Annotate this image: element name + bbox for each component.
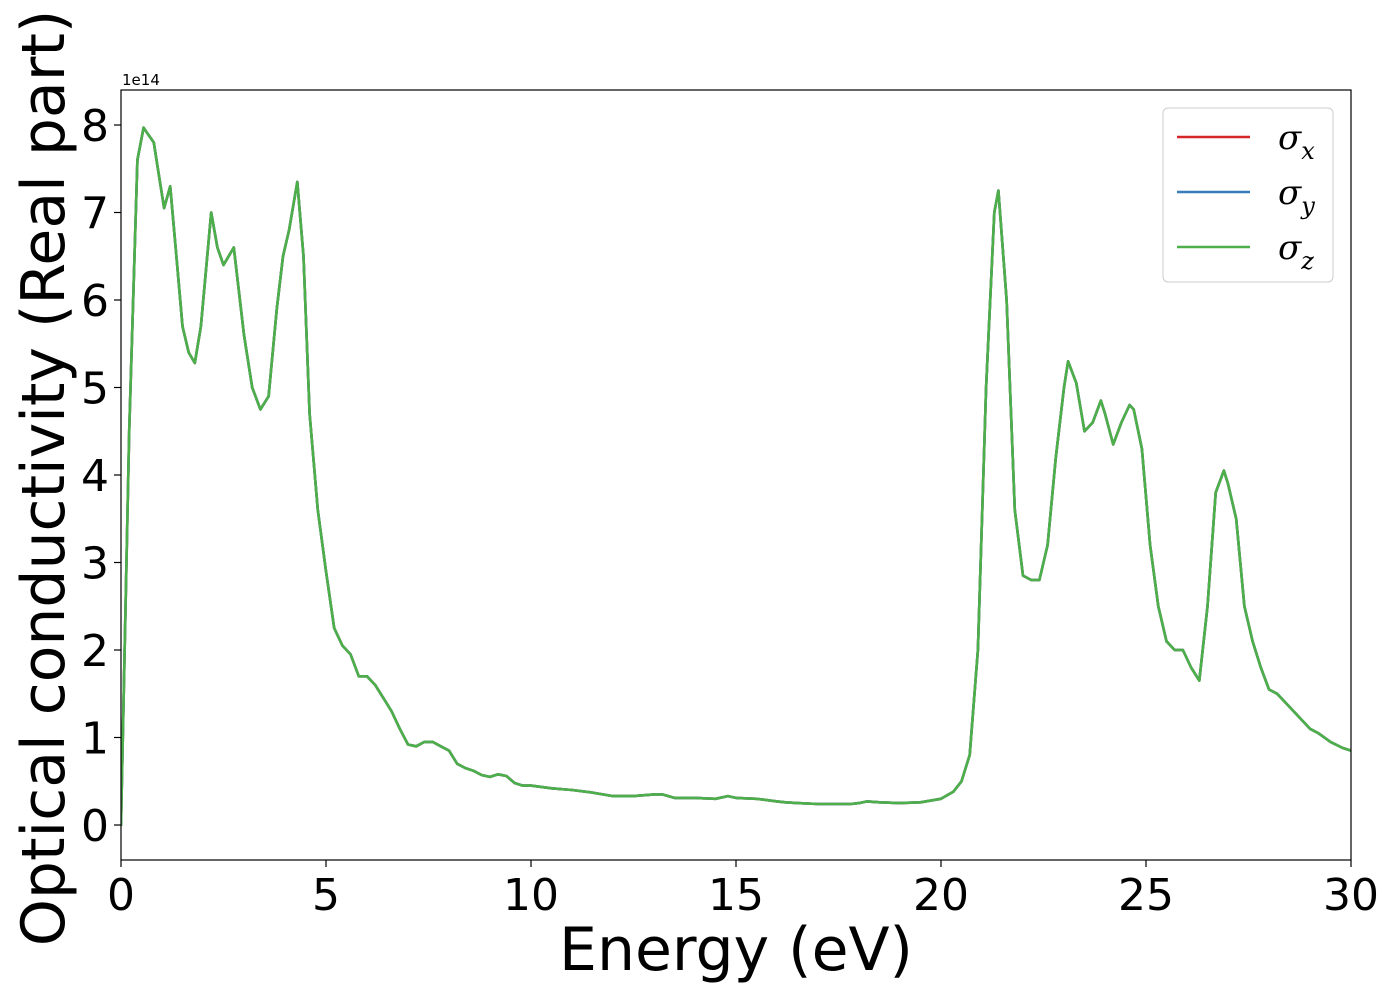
legend-label-y: σy xyxy=(1278,173,1315,220)
legend-symbol: σ xyxy=(1278,228,1302,268)
y-tick-label: 3 xyxy=(81,539,109,590)
y-tick-label: 5 xyxy=(81,364,109,415)
x-tick-label: 30 xyxy=(1323,870,1379,921)
x-tick-label: 15 xyxy=(708,870,764,921)
x-axis-title: Energy (eV) xyxy=(559,915,913,985)
x-tick-label: 0 xyxy=(107,870,135,921)
y-tick-label: 4 xyxy=(81,451,109,502)
y-tick-label: 1 xyxy=(81,714,109,765)
x-tick-label: 10 xyxy=(503,870,559,921)
legend-subscript: z xyxy=(1300,247,1314,275)
y-tick-label: 2 xyxy=(81,626,109,677)
y-tick-label: 8 xyxy=(81,101,109,152)
series-layer xyxy=(121,126,1351,827)
y-tick-label: 0 xyxy=(81,801,109,852)
legend-symbol: σ xyxy=(1278,173,1302,213)
y-tick-label: 6 xyxy=(81,276,109,327)
legend-box xyxy=(1162,107,1334,283)
y-axis-ticks: 0 1 2 3 4 5 6 7 8 xyxy=(81,101,121,852)
x-axis-ticks: 0 5 10 15 20 25 30 xyxy=(107,860,1379,921)
y-offset-label: 1e14 xyxy=(122,71,160,89)
legend-label-z: σz xyxy=(1278,228,1314,275)
legend-symbol: σ xyxy=(1278,118,1302,158)
x-tick-label: 20 xyxy=(913,870,969,921)
legend-subscript: x xyxy=(1301,137,1315,165)
x-tick-label: 25 xyxy=(1118,870,1174,921)
x-tick-label: 5 xyxy=(312,870,340,921)
legend-subscript: y xyxy=(1300,192,1315,220)
legend-label-x: σx xyxy=(1278,118,1315,165)
y-tick-label: 7 xyxy=(81,189,109,240)
y-axis-title: Optical conductivity (Real part) xyxy=(9,10,79,947)
series-line-z xyxy=(121,126,1351,827)
